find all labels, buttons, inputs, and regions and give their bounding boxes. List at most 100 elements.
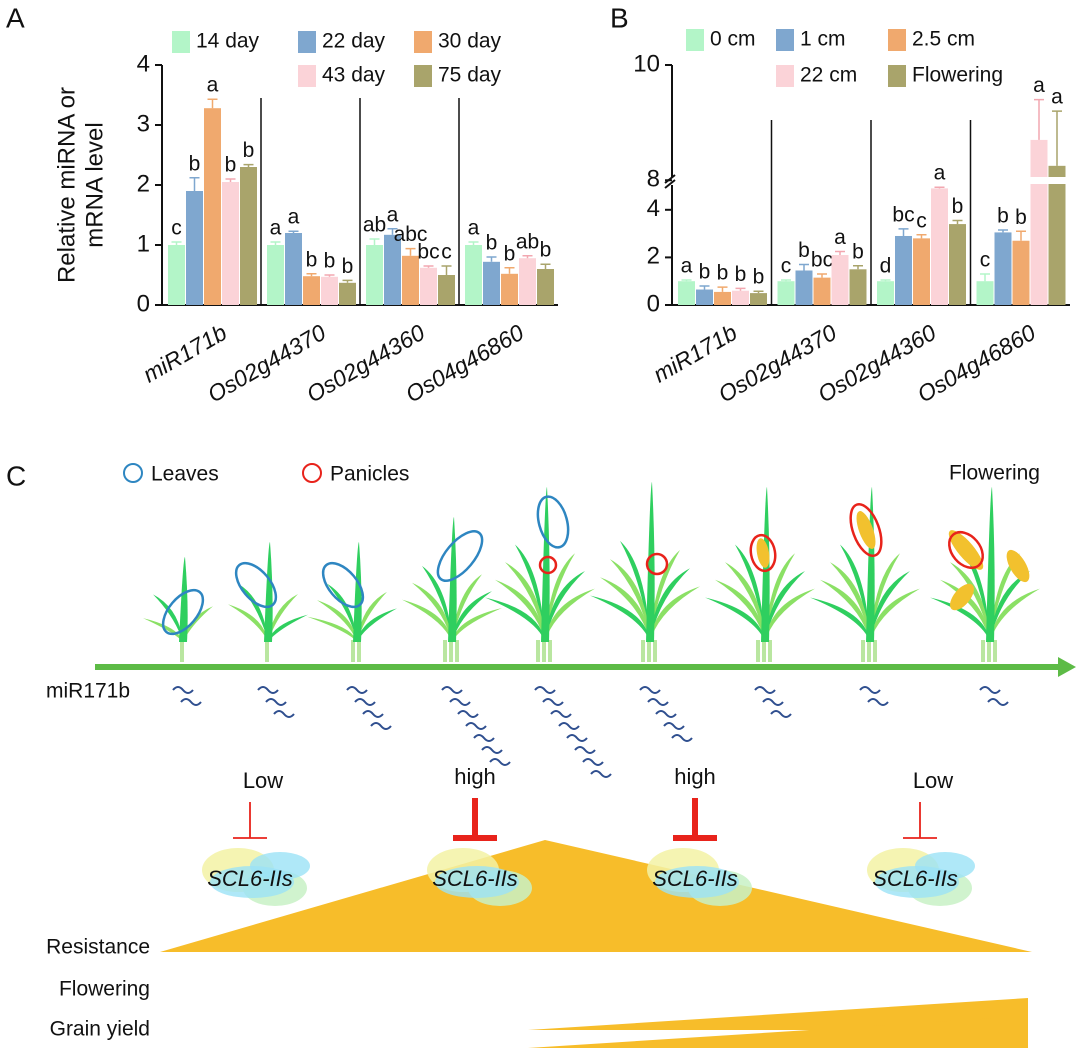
mirna-wave (489, 758, 511, 766)
bar (849, 269, 867, 305)
leaf (870, 570, 910, 642)
flag-leaf (986, 487, 995, 642)
bar (285, 233, 302, 305)
legend-label: Leaves (151, 463, 219, 486)
mirna-wave (550, 710, 572, 718)
bar (976, 281, 994, 305)
error-bar (423, 265, 434, 268)
error-bar (998, 229, 1008, 233)
bar (777, 281, 795, 305)
significance-letter: bc (892, 203, 914, 226)
leaf (650, 568, 690, 642)
leaf (940, 579, 990, 642)
y-tick-label: 8 (647, 166, 660, 193)
y-tick-label: 2 (137, 170, 150, 197)
error-bar (270, 241, 281, 245)
bar (339, 282, 356, 305)
y-tick-label: 0 (647, 290, 660, 317)
panicle (856, 511, 876, 549)
legend-label: 75 day (438, 64, 502, 87)
regulation-level: Low (913, 768, 953, 793)
mirna-wave (979, 686, 1001, 694)
significance-letter: c (916, 209, 927, 232)
stem (653, 640, 657, 662)
timeline-arrow (1058, 657, 1076, 677)
error-bar (717, 286, 728, 292)
leaf (990, 570, 1030, 642)
protein-label: SCL6-IIs (652, 866, 738, 891)
legend-swatch (414, 31, 432, 53)
mirna-wave (273, 710, 295, 718)
significance-letter: a (934, 162, 946, 185)
flag-leaf (541, 487, 550, 642)
mirna-wave (354, 698, 376, 706)
leaf (810, 597, 870, 642)
error-bar (324, 274, 335, 277)
mirna-wave (465, 722, 487, 730)
significance-letter: b (306, 248, 318, 271)
error-bar (522, 255, 533, 259)
stem (641, 640, 645, 662)
error-bar (980, 273, 990, 282)
leaf (950, 562, 990, 642)
mirna-wave (754, 686, 776, 694)
y-tick-label: 10 (633, 50, 660, 77)
error-bar (486, 256, 497, 262)
leaf (715, 579, 765, 642)
stem (265, 640, 269, 662)
error-bar (934, 186, 945, 189)
panicle (1006, 549, 1030, 583)
significance-letter: c (980, 249, 991, 272)
leaf (650, 586, 700, 642)
stem (756, 640, 760, 662)
stem (357, 640, 361, 662)
error-bar (781, 279, 791, 282)
mirna-wave (449, 698, 471, 706)
error-bar (441, 265, 452, 275)
stem (762, 640, 766, 662)
leaf (545, 570, 585, 642)
mirna-wave (558, 722, 580, 730)
significance-letter: b (342, 255, 354, 278)
error-bar (540, 263, 551, 269)
significance-letter: ab (516, 230, 539, 253)
legend-ring (123, 463, 143, 483)
bar (696, 289, 713, 305)
bar (1030, 139, 1048, 305)
bar (438, 275, 455, 305)
significance-letter: b (225, 154, 237, 177)
mirna-wave (542, 698, 564, 706)
mirna-wave (473, 734, 495, 742)
legend-label: 14 day (196, 30, 260, 53)
bar (750, 293, 767, 305)
highlight-ring (849, 502, 883, 558)
panel-label: B (610, 2, 629, 33)
flag-leaf (353, 542, 362, 642)
leaf (485, 597, 545, 642)
mirna-wave (566, 734, 588, 742)
stem (873, 640, 877, 662)
significance-letter: b (504, 242, 516, 265)
significance-letter: bc (811, 249, 833, 272)
error-bar (681, 279, 692, 282)
error-bar (1016, 230, 1026, 241)
error-bar (468, 241, 479, 245)
error-bar (189, 177, 200, 191)
mirna-wave (534, 686, 556, 694)
flag-leaf (264, 542, 273, 642)
significance-letter: b (699, 261, 711, 284)
significance-letter: a (1051, 86, 1063, 109)
error-bar (753, 290, 764, 294)
bar (168, 245, 185, 305)
protein-label: SCL6-IIs (872, 866, 958, 891)
mirna-wave (346, 686, 368, 694)
leaf (505, 562, 545, 642)
leaf (495, 579, 545, 642)
mirna-wave (481, 746, 503, 754)
bar (813, 277, 831, 305)
significance-letter: a (681, 255, 693, 278)
highlight-ring (538, 555, 558, 575)
error-bar (853, 264, 863, 270)
bar (366, 245, 383, 305)
legend-label: 0 cm (710, 28, 756, 51)
